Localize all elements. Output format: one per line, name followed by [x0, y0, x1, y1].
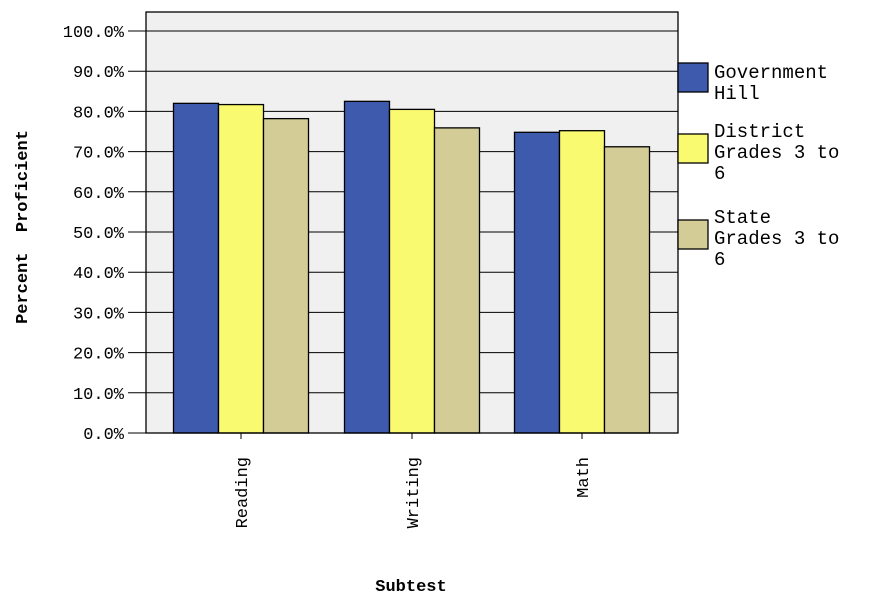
bar	[262, 117, 310, 434]
y-tick-label: 40.0%	[73, 265, 125, 284]
x-tick-label: Math	[575, 457, 594, 498]
legend-label-line: 6	[714, 249, 725, 271]
legend-label-line: State	[714, 207, 771, 229]
y-axis: 0.0% 10.0% 20.0% 30.0% 40.0% 50.0% 60.0% 70.0% 8…	[63, 24, 146, 445]
plot-area	[145, 11, 679, 434]
bar	[388, 108, 436, 434]
legend-swatch	[677, 62, 709, 93]
bar	[343, 100, 391, 434]
bar	[513, 131, 561, 434]
bar	[217, 103, 265, 434]
y-axis-title: Percent Proficient	[14, 130, 33, 324]
y-tick-label: 90.0%	[73, 64, 125, 83]
y-tick-label: 0.0%	[83, 426, 125, 445]
legend-label-line: District	[714, 121, 805, 143]
legend-label-line: Grades 3 to	[714, 142, 839, 164]
y-tick-label: 80.0%	[73, 104, 125, 123]
legend-label-line: Grades 3 to	[714, 228, 839, 250]
legend-label: District Grades 3 to 6	[714, 121, 839, 185]
bar	[558, 130, 606, 434]
legend-label-line: 6	[714, 163, 725, 185]
x-axis-title: Subtest	[375, 578, 446, 597]
legend-swatch	[677, 219, 709, 250]
y-tick-label: 30.0%	[73, 305, 125, 324]
bar	[603, 146, 651, 434]
x-axis: Reading Writing Math	[234, 433, 594, 528]
legend-label-line: Hill	[714, 83, 760, 105]
y-tick-label: 100.0%	[63, 24, 125, 43]
y-tick-label: 60.0%	[73, 185, 125, 204]
y-tick-label: 10.0%	[73, 386, 125, 405]
x-tick-label: Writing	[405, 457, 424, 528]
bar	[172, 102, 220, 434]
legend-label-line: Government	[714, 62, 828, 84]
bar	[433, 127, 481, 434]
legend-label: Government Hill	[714, 62, 828, 105]
y-tick-label: 70.0%	[73, 145, 125, 164]
x-tick-label: Reading	[234, 457, 253, 528]
legend-swatch	[677, 133, 709, 164]
legend-label: State Grades 3 to 6	[714, 207, 839, 271]
y-tick-label: 20.0%	[73, 346, 125, 365]
y-tick-label: 50.0%	[73, 225, 125, 244]
